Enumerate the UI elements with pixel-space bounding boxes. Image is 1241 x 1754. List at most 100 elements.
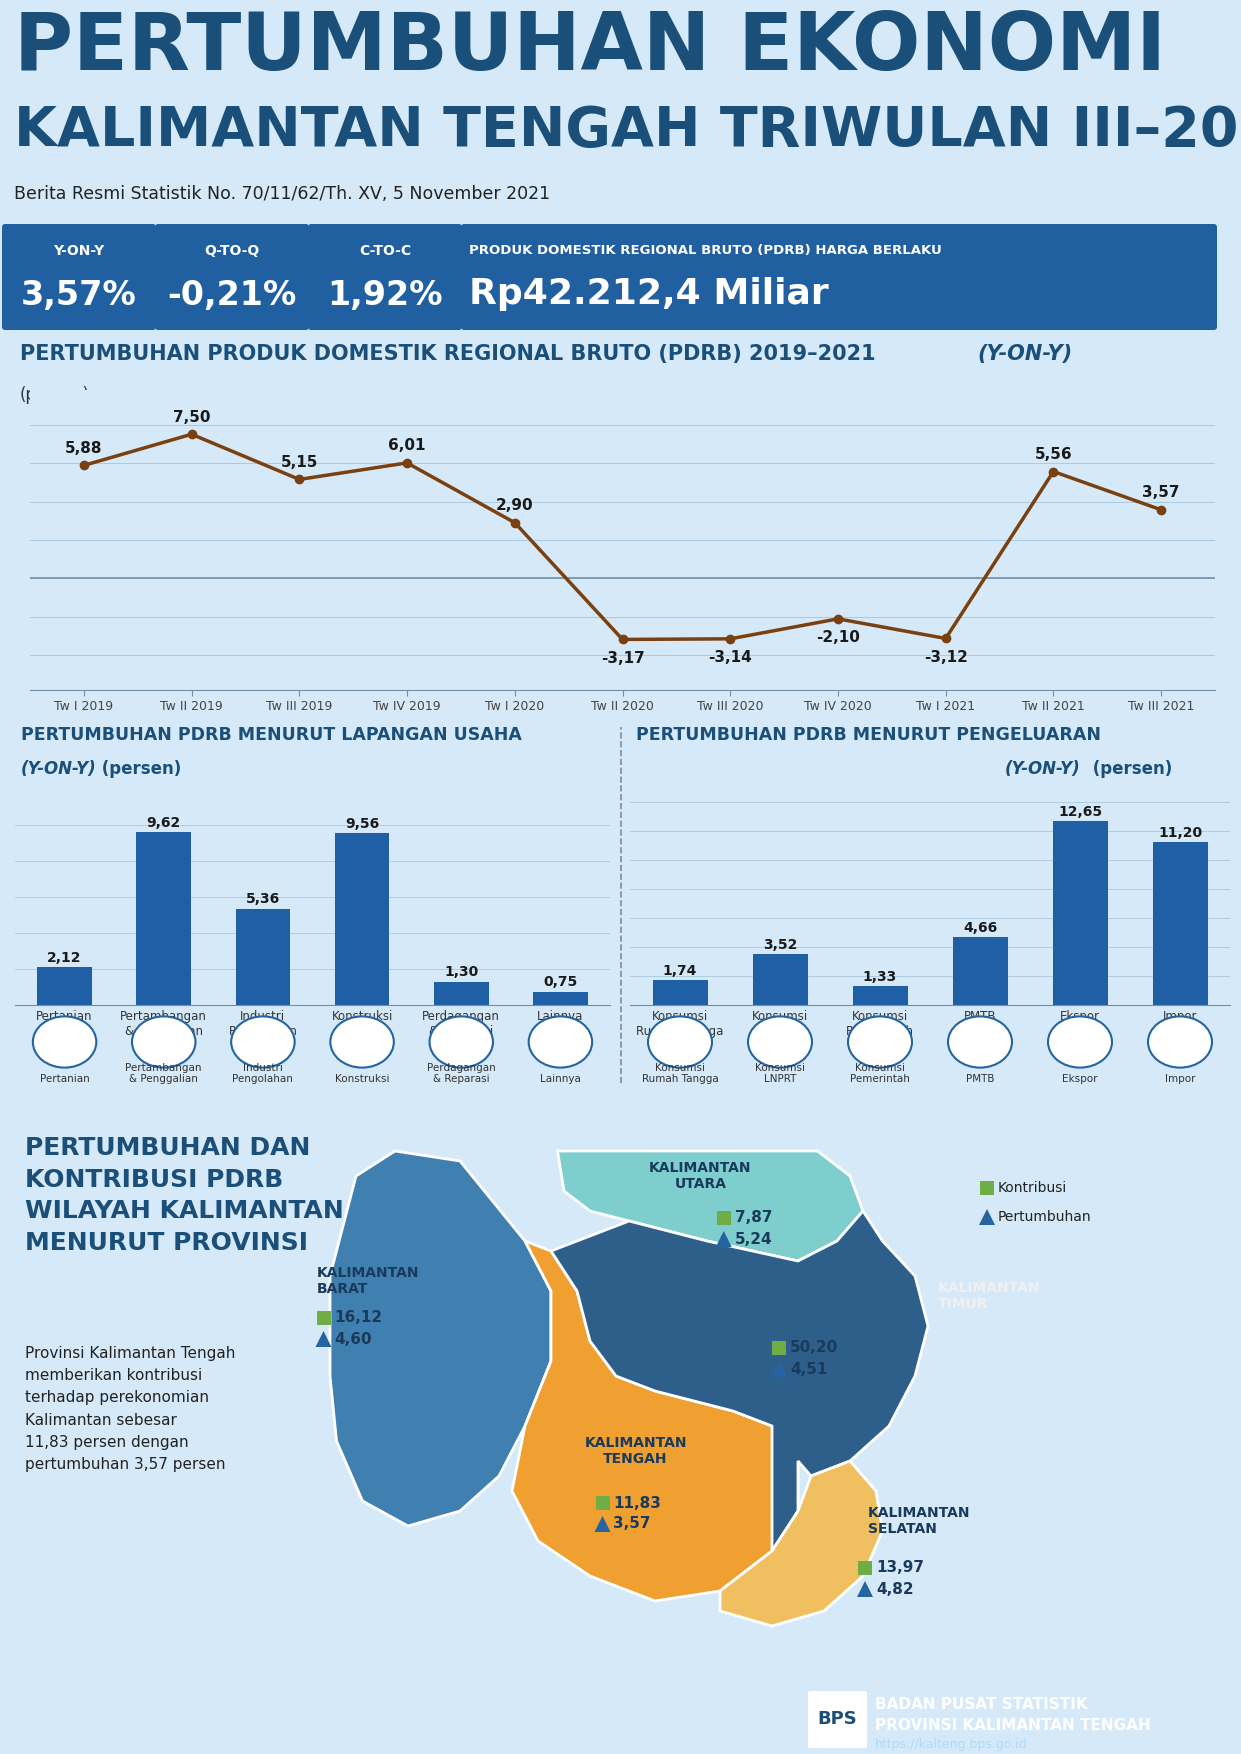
- Text: 3,57%: 3,57%: [21, 279, 137, 312]
- FancyBboxPatch shape: [2, 225, 156, 330]
- Text: https://kalteng.bps.go.id: https://kalteng.bps.go.id: [875, 1738, 1028, 1750]
- Circle shape: [1148, 1016, 1212, 1068]
- Text: Pertambangan
& Penggalian: Pertambangan & Penggalian: [125, 1063, 202, 1084]
- Text: -3,12: -3,12: [923, 651, 968, 665]
- Circle shape: [132, 1016, 196, 1068]
- Text: PERTUMBUHAN EKONOMI: PERTUMBUHAN EKONOMI: [15, 9, 1167, 88]
- Text: 0,75: 0,75: [544, 975, 577, 989]
- Text: Lainnya: Lainnya: [540, 1075, 581, 1084]
- Text: 2,12: 2,12: [47, 951, 82, 965]
- Text: -3,14: -3,14: [709, 651, 752, 665]
- Polygon shape: [716, 1231, 732, 1247]
- Circle shape: [648, 1016, 712, 1068]
- Text: (persen): (persen): [96, 761, 181, 779]
- Text: 5,88: 5,88: [65, 440, 103, 456]
- Text: 5,36: 5,36: [246, 893, 280, 907]
- Bar: [335, 833, 390, 1005]
- Text: C-TO-C: C-TO-C: [359, 244, 411, 258]
- Text: Pertanian: Pertanian: [40, 1075, 89, 1084]
- Text: 16,12: 16,12: [335, 1310, 382, 1326]
- Bar: [953, 937, 1008, 1005]
- Text: 5,56: 5,56: [1035, 447, 1072, 461]
- Bar: [37, 966, 92, 1005]
- Polygon shape: [513, 1242, 798, 1601]
- Text: Konsumsi
Pemerintah: Konsumsi Pemerintah: [850, 1063, 910, 1084]
- Text: 5,24: 5,24: [735, 1231, 772, 1247]
- Polygon shape: [771, 1361, 787, 1377]
- Text: Provinsi Kalimantan Tengah
memberikan kontribusi
terhadap perekonomian
Kalimanta: Provinsi Kalimantan Tengah memberikan ko…: [25, 1345, 236, 1472]
- Text: Konsumsi
LNPRT: Konsumsi LNPRT: [755, 1063, 805, 1084]
- Text: Konstruksi: Konstruksi: [335, 1075, 390, 1084]
- Polygon shape: [858, 1580, 872, 1596]
- FancyBboxPatch shape: [596, 1496, 609, 1510]
- Text: 13,97: 13,97: [876, 1561, 925, 1575]
- Bar: [1052, 821, 1107, 1005]
- Bar: [534, 991, 588, 1005]
- Text: 1,74: 1,74: [663, 963, 697, 977]
- Text: Perdagangan
& Reparasi: Perdagangan & Reparasi: [427, 1063, 495, 1084]
- Text: 4,51: 4,51: [791, 1361, 828, 1377]
- Text: Impor: Impor: [1165, 1075, 1195, 1084]
- Text: 1,33: 1,33: [862, 970, 897, 984]
- Text: 11,20: 11,20: [1158, 826, 1203, 840]
- Text: (Y-ON-Y): (Y-ON-Y): [1005, 761, 1081, 779]
- FancyBboxPatch shape: [460, 225, 1217, 330]
- FancyBboxPatch shape: [316, 1310, 330, 1324]
- Bar: [236, 909, 290, 1005]
- Text: -0,21%: -0,21%: [168, 279, 297, 312]
- Bar: [752, 954, 808, 1005]
- Bar: [137, 831, 191, 1005]
- Text: Q-TO-Q: Q-TO-Q: [205, 244, 259, 258]
- Text: 5,15: 5,15: [280, 454, 318, 470]
- FancyBboxPatch shape: [808, 1691, 867, 1749]
- Circle shape: [429, 1016, 493, 1068]
- Text: Rp42.212,4 Miliar: Rp42.212,4 Miliar: [469, 277, 829, 310]
- Bar: [853, 986, 907, 1005]
- Text: 12,65: 12,65: [1057, 805, 1102, 819]
- Text: 3,57: 3,57: [613, 1517, 652, 1531]
- Bar: [653, 980, 707, 1005]
- Text: (Y-ON-Y): (Y-ON-Y): [21, 761, 97, 779]
- Polygon shape: [557, 1151, 862, 1261]
- Text: (persen): (persen): [20, 386, 91, 403]
- Text: -2,10: -2,10: [817, 630, 860, 645]
- Text: (Y-ON-Y): (Y-ON-Y): [978, 344, 1072, 365]
- Text: 9,62: 9,62: [146, 816, 181, 830]
- Text: KALIMANTAN
TENGAH: KALIMANTAN TENGAH: [585, 1437, 686, 1466]
- Polygon shape: [720, 1461, 882, 1626]
- Bar: [434, 982, 489, 1005]
- Text: 4,66: 4,66: [963, 921, 997, 935]
- Text: BADAN PUSAT STATISTIK: BADAN PUSAT STATISTIK: [875, 1696, 1087, 1712]
- Text: PMTB: PMTB: [965, 1075, 994, 1084]
- Text: Ekspor: Ekspor: [1062, 1075, 1098, 1084]
- FancyBboxPatch shape: [155, 225, 309, 330]
- Text: BPS: BPS: [817, 1710, 856, 1728]
- Circle shape: [1047, 1016, 1112, 1068]
- Text: 4,60: 4,60: [335, 1331, 372, 1347]
- Circle shape: [231, 1016, 294, 1068]
- Polygon shape: [551, 1210, 928, 1551]
- Text: PERTUMBUHAN PRODUK DOMESTIK REGIONAL BRUTO (PDRB) 2019–2021: PERTUMBUHAN PRODUK DOMESTIK REGIONAL BRU…: [20, 344, 882, 365]
- Text: 50,20: 50,20: [791, 1340, 838, 1356]
- Text: KALIMANTAN
BARAT: KALIMANTAN BARAT: [316, 1266, 419, 1296]
- Text: PERTUMBUHAN PDRB MENURUT PENGELUARAN: PERTUMBUHAN PDRB MENURUT PENGELUARAN: [637, 726, 1101, 744]
- Circle shape: [748, 1016, 812, 1068]
- Circle shape: [529, 1016, 592, 1068]
- Text: 6,01: 6,01: [388, 438, 426, 453]
- Text: PERTUMBUHAN DAN
KONTRIBUSI PDRB
WILAYAH KALIMANTAN
MENURUT PROVINSI: PERTUMBUHAN DAN KONTRIBUSI PDRB WILAYAH …: [25, 1137, 344, 1254]
- Bar: [1153, 842, 1207, 1005]
- Text: (persen): (persen): [1087, 761, 1172, 779]
- Polygon shape: [594, 1515, 611, 1531]
- Polygon shape: [315, 1331, 331, 1347]
- Text: Konsumsi
Rumah Tangga: Konsumsi Rumah Tangga: [642, 1063, 719, 1084]
- FancyBboxPatch shape: [308, 225, 462, 330]
- Text: 1,92%: 1,92%: [328, 279, 443, 312]
- Text: 7,87: 7,87: [735, 1210, 772, 1226]
- Text: -3,17: -3,17: [601, 651, 644, 667]
- Text: PRODUK DOMESTIK REGIONAL BRUTO (PDRB) HARGA BERLAKU: PRODUK DOMESTIK REGIONAL BRUTO (PDRB) HA…: [469, 244, 942, 256]
- Text: KALIMANTAN TENGAH TRIWULAN III–2021: KALIMANTAN TENGAH TRIWULAN III–2021: [15, 103, 1241, 158]
- Text: 3,52: 3,52: [763, 938, 797, 952]
- Text: 1,30: 1,30: [444, 965, 478, 979]
- Text: Pertumbuhan: Pertumbuhan: [998, 1210, 1092, 1224]
- Text: KALIMANTAN
SELATAN: KALIMANTAN SELATAN: [867, 1505, 970, 1537]
